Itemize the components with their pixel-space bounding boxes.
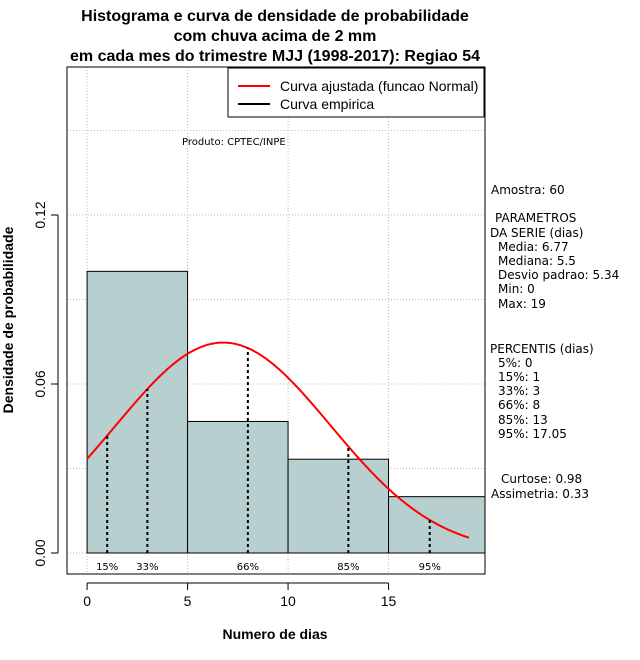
density-curve — [86, 341, 470, 539]
stat-params-title-2: DA SERIE (dias) — [490, 226, 583, 240]
stat-curtose: Curtose: 0.98 — [501, 472, 582, 486]
stat-p5: 5%: 0 — [498, 356, 533, 370]
stat-p85: 85%: 13 — [498, 413, 548, 427]
percentile-label-2: 66% — [237, 562, 259, 573]
y-tick-label-2: 0.12 — [32, 201, 48, 228]
y-tick-label-0: 0.00 — [32, 539, 48, 566]
histogram-bar-1 — [187, 420, 289, 554]
x-tick-label-3: 15 — [381, 593, 397, 609]
stat-params-title-1: PARAMETROS — [495, 211, 576, 225]
stat-p95: 95%: 17.05 — [498, 427, 567, 441]
percentile-label-3: 85% — [337, 562, 359, 573]
percentile-label-1: 33% — [136, 562, 158, 573]
y-axis: 0.00 0.06 0.12 — [32, 201, 59, 567]
stat-p15: 15%: 1 — [498, 370, 540, 384]
stat-max: Max: 19 — [498, 297, 546, 311]
x-axis: 0 5 10 15 — [83, 582, 397, 609]
chart-title-line-2: com chuva acima de 2 mm — [174, 28, 377, 45]
percentile-label-4: 95% — [419, 562, 441, 573]
stat-desvio: Desvio padrao: 5.34 — [498, 268, 619, 282]
chart-title-line-1: Histograma e curva de densidade de proba… — [81, 8, 469, 25]
legend: Curva ajustada (funcao Normal) Curva emp… — [227, 67, 485, 118]
product-annotation: Produto: CPTEC/INPE — [182, 137, 286, 148]
stat-p33: 33%: 3 — [498, 384, 540, 398]
x-axis-label: Numero de dias — [222, 626, 327, 642]
stat-percentis-title: PERCENTIS (dias) — [490, 342, 594, 356]
percentile-lines: 15% 33% 66% 85% 95% — [96, 348, 441, 573]
stat-min: Min: 0 — [498, 282, 535, 296]
legend-label-empirical: Curva empirica — [280, 96, 374, 112]
legend-box — [227, 67, 485, 118]
x-tick-label-0: 0 — [83, 593, 91, 609]
stats-panel: Amostra: 60 PARAMETROS DA SERIE (dias) M… — [490, 183, 619, 501]
stat-assimetria: Assimetria: 0.33 — [491, 487, 589, 501]
normal-curve-path — [86, 341, 470, 539]
chart-title-line-3: em cada mes do trimestre MJJ (1998-2017)… — [70, 48, 480, 65]
stat-sample: Amostra: 60 — [491, 183, 565, 197]
legend-label-normal: Curva ajustada (funcao Normal) — [280, 78, 478, 94]
x-tick-label-1: 5 — [184, 593, 192, 609]
histogram-bars — [86, 270, 486, 554]
stat-p66: 66%: 8 — [498, 398, 540, 412]
stat-media: Media: 6.77 — [498, 240, 569, 254]
x-tick-label-2: 10 — [280, 593, 296, 609]
plot-frame — [66, 66, 486, 575]
y-tick-label-1: 0.06 — [32, 370, 48, 397]
stat-mediana: Mediana: 5.5 — [498, 254, 576, 268]
y-axis-label: Densidade de probabilidade — [0, 226, 16, 413]
histogram-bar-0 — [86, 270, 189, 554]
percentile-label-0: 15% — [96, 562, 118, 573]
